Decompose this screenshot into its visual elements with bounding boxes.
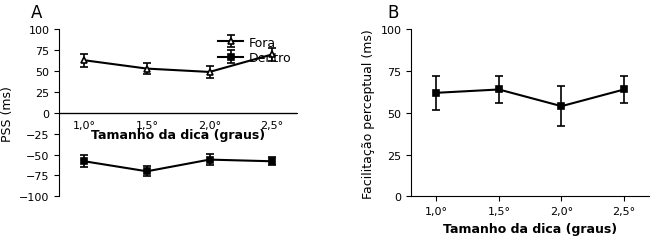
Text: A: A	[31, 4, 42, 22]
Legend: Fora, Dentro: Fora, Dentro	[218, 37, 291, 65]
X-axis label: Tamanho da dica (graus): Tamanho da dica (graus)	[443, 222, 617, 235]
Text: 1,5°: 1,5°	[136, 120, 158, 130]
Y-axis label: Facilitação perceptual (ms): Facilitação perceptual (ms)	[362, 29, 375, 198]
X-axis label: Tamanho da dica (graus): Tamanho da dica (graus)	[91, 129, 266, 142]
Text: 2,5°: 2,5°	[260, 120, 283, 130]
Y-axis label: PSS (ms): PSS (ms)	[1, 86, 14, 141]
Text: 2,0°: 2,0°	[198, 120, 221, 130]
Text: B: B	[387, 4, 399, 22]
Text: 1,0°: 1,0°	[73, 120, 96, 130]
